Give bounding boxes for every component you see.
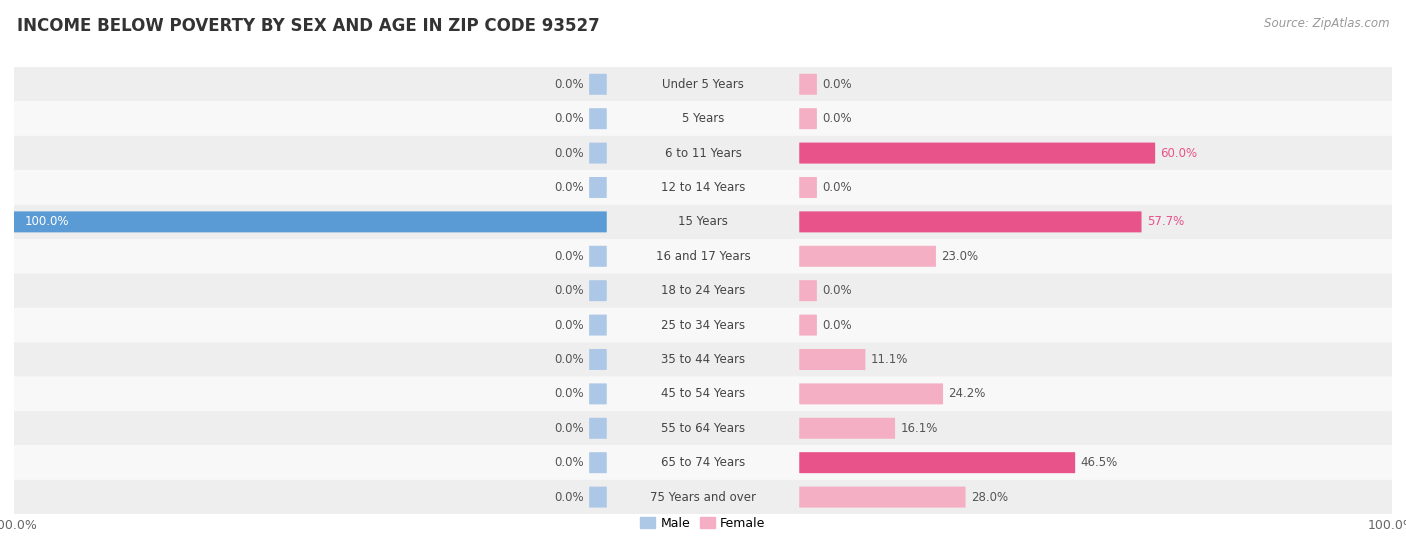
- FancyBboxPatch shape: [589, 177, 607, 198]
- Text: 60.0%: 60.0%: [1160, 146, 1198, 159]
- Text: 18 to 24 Years: 18 to 24 Years: [661, 284, 745, 297]
- Text: 0.0%: 0.0%: [823, 319, 852, 331]
- Text: 0.0%: 0.0%: [823, 284, 852, 297]
- Text: 0.0%: 0.0%: [554, 181, 583, 194]
- Text: 0.0%: 0.0%: [823, 112, 852, 125]
- Text: 0.0%: 0.0%: [554, 112, 583, 125]
- FancyBboxPatch shape: [14, 342, 1392, 377]
- Text: 0.0%: 0.0%: [554, 284, 583, 297]
- Text: 35 to 44 Years: 35 to 44 Years: [661, 353, 745, 366]
- FancyBboxPatch shape: [589, 486, 607, 508]
- Text: 0.0%: 0.0%: [554, 353, 583, 366]
- FancyBboxPatch shape: [799, 315, 817, 335]
- FancyBboxPatch shape: [14, 411, 1392, 446]
- FancyBboxPatch shape: [589, 315, 607, 335]
- FancyBboxPatch shape: [14, 102, 1392, 136]
- Text: Source: ZipAtlas.com: Source: ZipAtlas.com: [1264, 17, 1389, 30]
- FancyBboxPatch shape: [589, 280, 607, 301]
- Text: 24.2%: 24.2%: [948, 387, 986, 400]
- Text: 0.0%: 0.0%: [554, 491, 583, 504]
- FancyBboxPatch shape: [14, 211, 607, 233]
- Text: 57.7%: 57.7%: [1147, 215, 1184, 229]
- Text: 0.0%: 0.0%: [554, 387, 583, 400]
- FancyBboxPatch shape: [14, 308, 1392, 342]
- FancyBboxPatch shape: [589, 108, 607, 129]
- FancyBboxPatch shape: [589, 74, 607, 95]
- FancyBboxPatch shape: [14, 67, 1392, 102]
- Text: 0.0%: 0.0%: [554, 250, 583, 263]
- Text: 16 and 17 Years: 16 and 17 Years: [655, 250, 751, 263]
- FancyBboxPatch shape: [799, 418, 896, 439]
- FancyBboxPatch shape: [589, 349, 607, 370]
- Text: 46.5%: 46.5%: [1080, 456, 1118, 469]
- Text: 0.0%: 0.0%: [554, 146, 583, 159]
- FancyBboxPatch shape: [799, 486, 966, 508]
- FancyBboxPatch shape: [589, 143, 607, 164]
- FancyBboxPatch shape: [14, 446, 1392, 480]
- Text: 65 to 74 Years: 65 to 74 Years: [661, 456, 745, 469]
- FancyBboxPatch shape: [14, 239, 1392, 273]
- Text: 25 to 34 Years: 25 to 34 Years: [661, 319, 745, 331]
- FancyBboxPatch shape: [589, 418, 607, 439]
- Text: Under 5 Years: Under 5 Years: [662, 78, 744, 91]
- FancyBboxPatch shape: [799, 143, 1156, 164]
- Text: 5 Years: 5 Years: [682, 112, 724, 125]
- FancyBboxPatch shape: [14, 273, 1392, 308]
- Text: 28.0%: 28.0%: [972, 491, 1008, 504]
- FancyBboxPatch shape: [799, 74, 817, 95]
- FancyBboxPatch shape: [14, 136, 1392, 170]
- FancyBboxPatch shape: [799, 177, 817, 198]
- Text: 100.0%: 100.0%: [24, 215, 69, 229]
- FancyBboxPatch shape: [799, 280, 817, 301]
- FancyBboxPatch shape: [799, 211, 1142, 233]
- Text: 12 to 14 Years: 12 to 14 Years: [661, 181, 745, 194]
- Text: 0.0%: 0.0%: [554, 319, 583, 331]
- Text: 0.0%: 0.0%: [554, 456, 583, 469]
- FancyBboxPatch shape: [589, 246, 607, 267]
- Text: 6 to 11 Years: 6 to 11 Years: [665, 146, 741, 159]
- Text: 55 to 64 Years: 55 to 64 Years: [661, 422, 745, 435]
- Text: 15 Years: 15 Years: [678, 215, 728, 229]
- FancyBboxPatch shape: [799, 108, 817, 129]
- Text: INCOME BELOW POVERTY BY SEX AND AGE IN ZIP CODE 93527: INCOME BELOW POVERTY BY SEX AND AGE IN Z…: [17, 17, 599, 35]
- Text: 45 to 54 Years: 45 to 54 Years: [661, 387, 745, 400]
- FancyBboxPatch shape: [589, 383, 607, 404]
- Text: 16.1%: 16.1%: [900, 422, 938, 435]
- FancyBboxPatch shape: [14, 205, 1392, 239]
- FancyBboxPatch shape: [799, 452, 1076, 473]
- Text: 11.1%: 11.1%: [870, 353, 908, 366]
- FancyBboxPatch shape: [799, 383, 943, 404]
- FancyBboxPatch shape: [799, 246, 936, 267]
- FancyBboxPatch shape: [589, 452, 607, 473]
- FancyBboxPatch shape: [14, 377, 1392, 411]
- FancyBboxPatch shape: [14, 480, 1392, 514]
- Text: 75 Years and over: 75 Years and over: [650, 491, 756, 504]
- FancyBboxPatch shape: [799, 349, 866, 370]
- Text: 23.0%: 23.0%: [941, 250, 979, 263]
- Text: 0.0%: 0.0%: [823, 181, 852, 194]
- Text: 0.0%: 0.0%: [554, 422, 583, 435]
- Text: 0.0%: 0.0%: [554, 78, 583, 91]
- Text: 0.0%: 0.0%: [823, 78, 852, 91]
- Legend: Male, Female: Male, Female: [636, 512, 770, 535]
- FancyBboxPatch shape: [14, 170, 1392, 205]
